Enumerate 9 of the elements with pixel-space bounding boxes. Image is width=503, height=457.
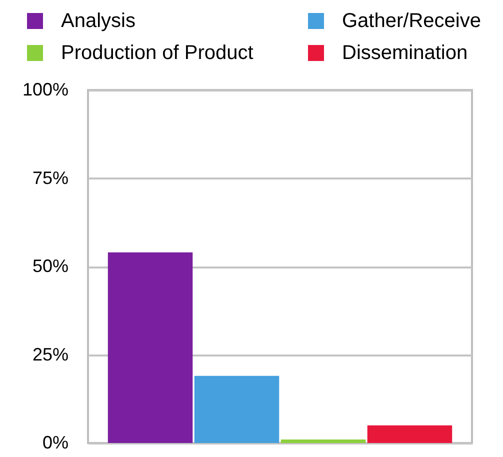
y-tick-label: 25% <box>32 344 68 364</box>
legend-label: Analysis <box>61 10 136 32</box>
y-tick-label: 50% <box>32 256 68 276</box>
y-tick-label: 100% <box>22 80 68 100</box>
legend-label: Dissemination <box>342 42 468 64</box>
legend-label: Production of Product <box>61 42 254 64</box>
y-tick-label: 0% <box>42 432 68 452</box>
y-tick-label: 75% <box>32 168 68 188</box>
legend-label: Gather/Receive <box>342 10 481 32</box>
